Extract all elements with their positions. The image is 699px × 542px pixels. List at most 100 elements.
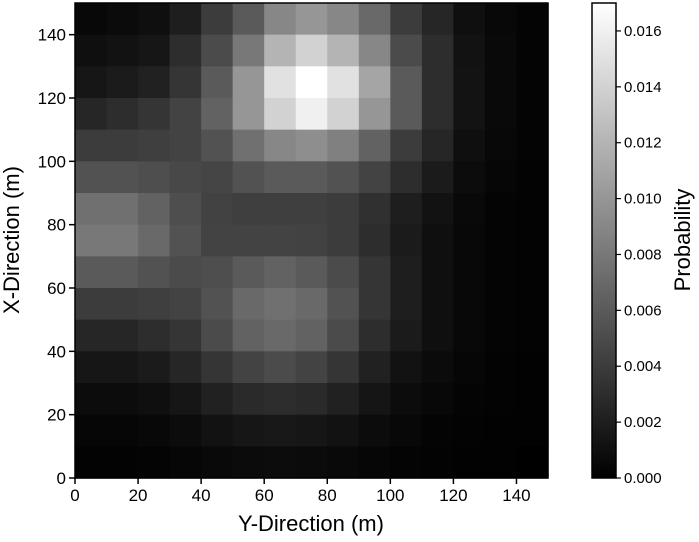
heatmap-cell [484,66,518,99]
heatmap-cell [201,66,234,99]
heatmap-cell [390,414,423,447]
heatmap-cell [75,351,108,384]
x-tick-label: 100 [376,486,404,505]
colorbar-tick-label: 0.016 [624,23,662,40]
heatmap-cell [201,193,234,226]
heatmap-cell [358,66,391,99]
heatmap-cell [390,446,423,479]
heatmap-cell [516,129,549,162]
heatmap-cell [201,224,234,257]
heatmap-cell [169,98,202,131]
heatmap-cell [358,224,391,257]
heatmap-cell [327,256,360,289]
heatmap-cell [516,3,549,36]
heatmap-cell [106,34,139,67]
heatmap-cell [138,98,171,131]
heatmap-cell [138,224,171,257]
heatmap-cell [390,224,423,257]
heatmap-cell [421,414,454,447]
x-axis: 0 20 40 60 80 100 120 140 [70,478,531,505]
heatmap-cell [106,414,139,447]
heatmap-cell [106,66,139,99]
heatmap-cell [358,161,391,194]
colorbar-tick-label: 0.008 [624,246,662,263]
colorbar-tick-label: 0.004 [624,358,662,375]
y-tick-label: 60 [47,279,66,298]
heatmap-cell [295,34,328,67]
colorbar-ticks: 0.000 0.002 0.004 0.006 0.008 0.010 0.012 0.014… [616,23,662,487]
heatmap-cell [232,34,265,67]
heatmap-cell [232,193,265,226]
heatmap-cell [201,319,234,352]
heatmap-cell [484,3,518,36]
heatmap-cell [138,193,171,226]
heatmap-cell [201,98,234,131]
x-tick-label: 0 [70,486,79,505]
heatmap-cell [453,66,486,99]
heatmap-cell [75,34,108,67]
heatmap-cell [516,288,549,321]
heatmap-cell [138,3,171,36]
heatmap-cell [421,224,454,257]
heatmap-cell [201,256,234,289]
heatmap-cell [264,446,297,479]
heatmap-cell [421,319,454,352]
y-tick-label: 40 [47,342,66,361]
y-axis-title: X-Direction (m) [0,166,24,314]
heatmap-cell [106,98,139,131]
heatmap-cell [138,129,171,162]
heatmap-cell [138,351,171,384]
heatmap-cell [484,383,518,416]
heatmap-cell [106,129,139,162]
heatmap-cell [453,446,486,479]
heatmap-cell [169,3,202,36]
colorbar-tick-label: 0.014 [624,79,662,96]
heatmap-cell [201,414,234,447]
heatmap-cell [327,161,360,194]
heatmap-cell [295,256,328,289]
heatmap-cell [169,351,202,384]
heatmap-cell [232,383,265,416]
heatmap-cell [484,98,518,131]
heatmap-cell [327,414,360,447]
colorbar-tick-label: 0.002 [624,414,662,431]
heatmap-cell [295,98,328,131]
heatmap-cell [264,193,297,226]
heatmap-cell [169,446,202,479]
heatmap-cell [264,288,297,321]
heatmap-cell [75,224,108,257]
colorbar [591,2,617,479]
heatmap-cell [453,3,486,36]
heatmap-cell [453,256,486,289]
heatmap-cell [169,383,202,416]
x-tick-label: 120 [439,486,467,505]
heatmap-cell [358,319,391,352]
heatmap-cell [327,351,360,384]
heatmap-cell [327,288,360,321]
heatmap-cell [516,446,549,479]
heatmap-cell [390,383,423,416]
heatmap-cell [232,66,265,99]
heatmap-cell [516,98,549,131]
heatmap-cell [169,256,202,289]
heatmap-cell [390,319,423,352]
heatmap-cell [421,351,454,384]
heatmap-cell [201,446,234,479]
heatmap-cell [264,351,297,384]
x-tick-label: 40 [192,486,211,505]
heatmap-cell [232,288,265,321]
heatmap-cell [327,193,360,226]
heatmap-cell [106,383,139,416]
heatmap-cell [264,161,297,194]
heatmap-cell [75,98,108,131]
heatmap-cell [295,3,328,36]
heatmap-cell [201,161,234,194]
heatmap-cell [264,34,297,67]
heatmap-cell [358,98,391,131]
heatmap-cell [138,446,171,479]
heatmap-cell [453,414,486,447]
heatmap-cell [264,66,297,99]
heatmap-cell [453,161,486,194]
plot-frame [74,2,549,479]
